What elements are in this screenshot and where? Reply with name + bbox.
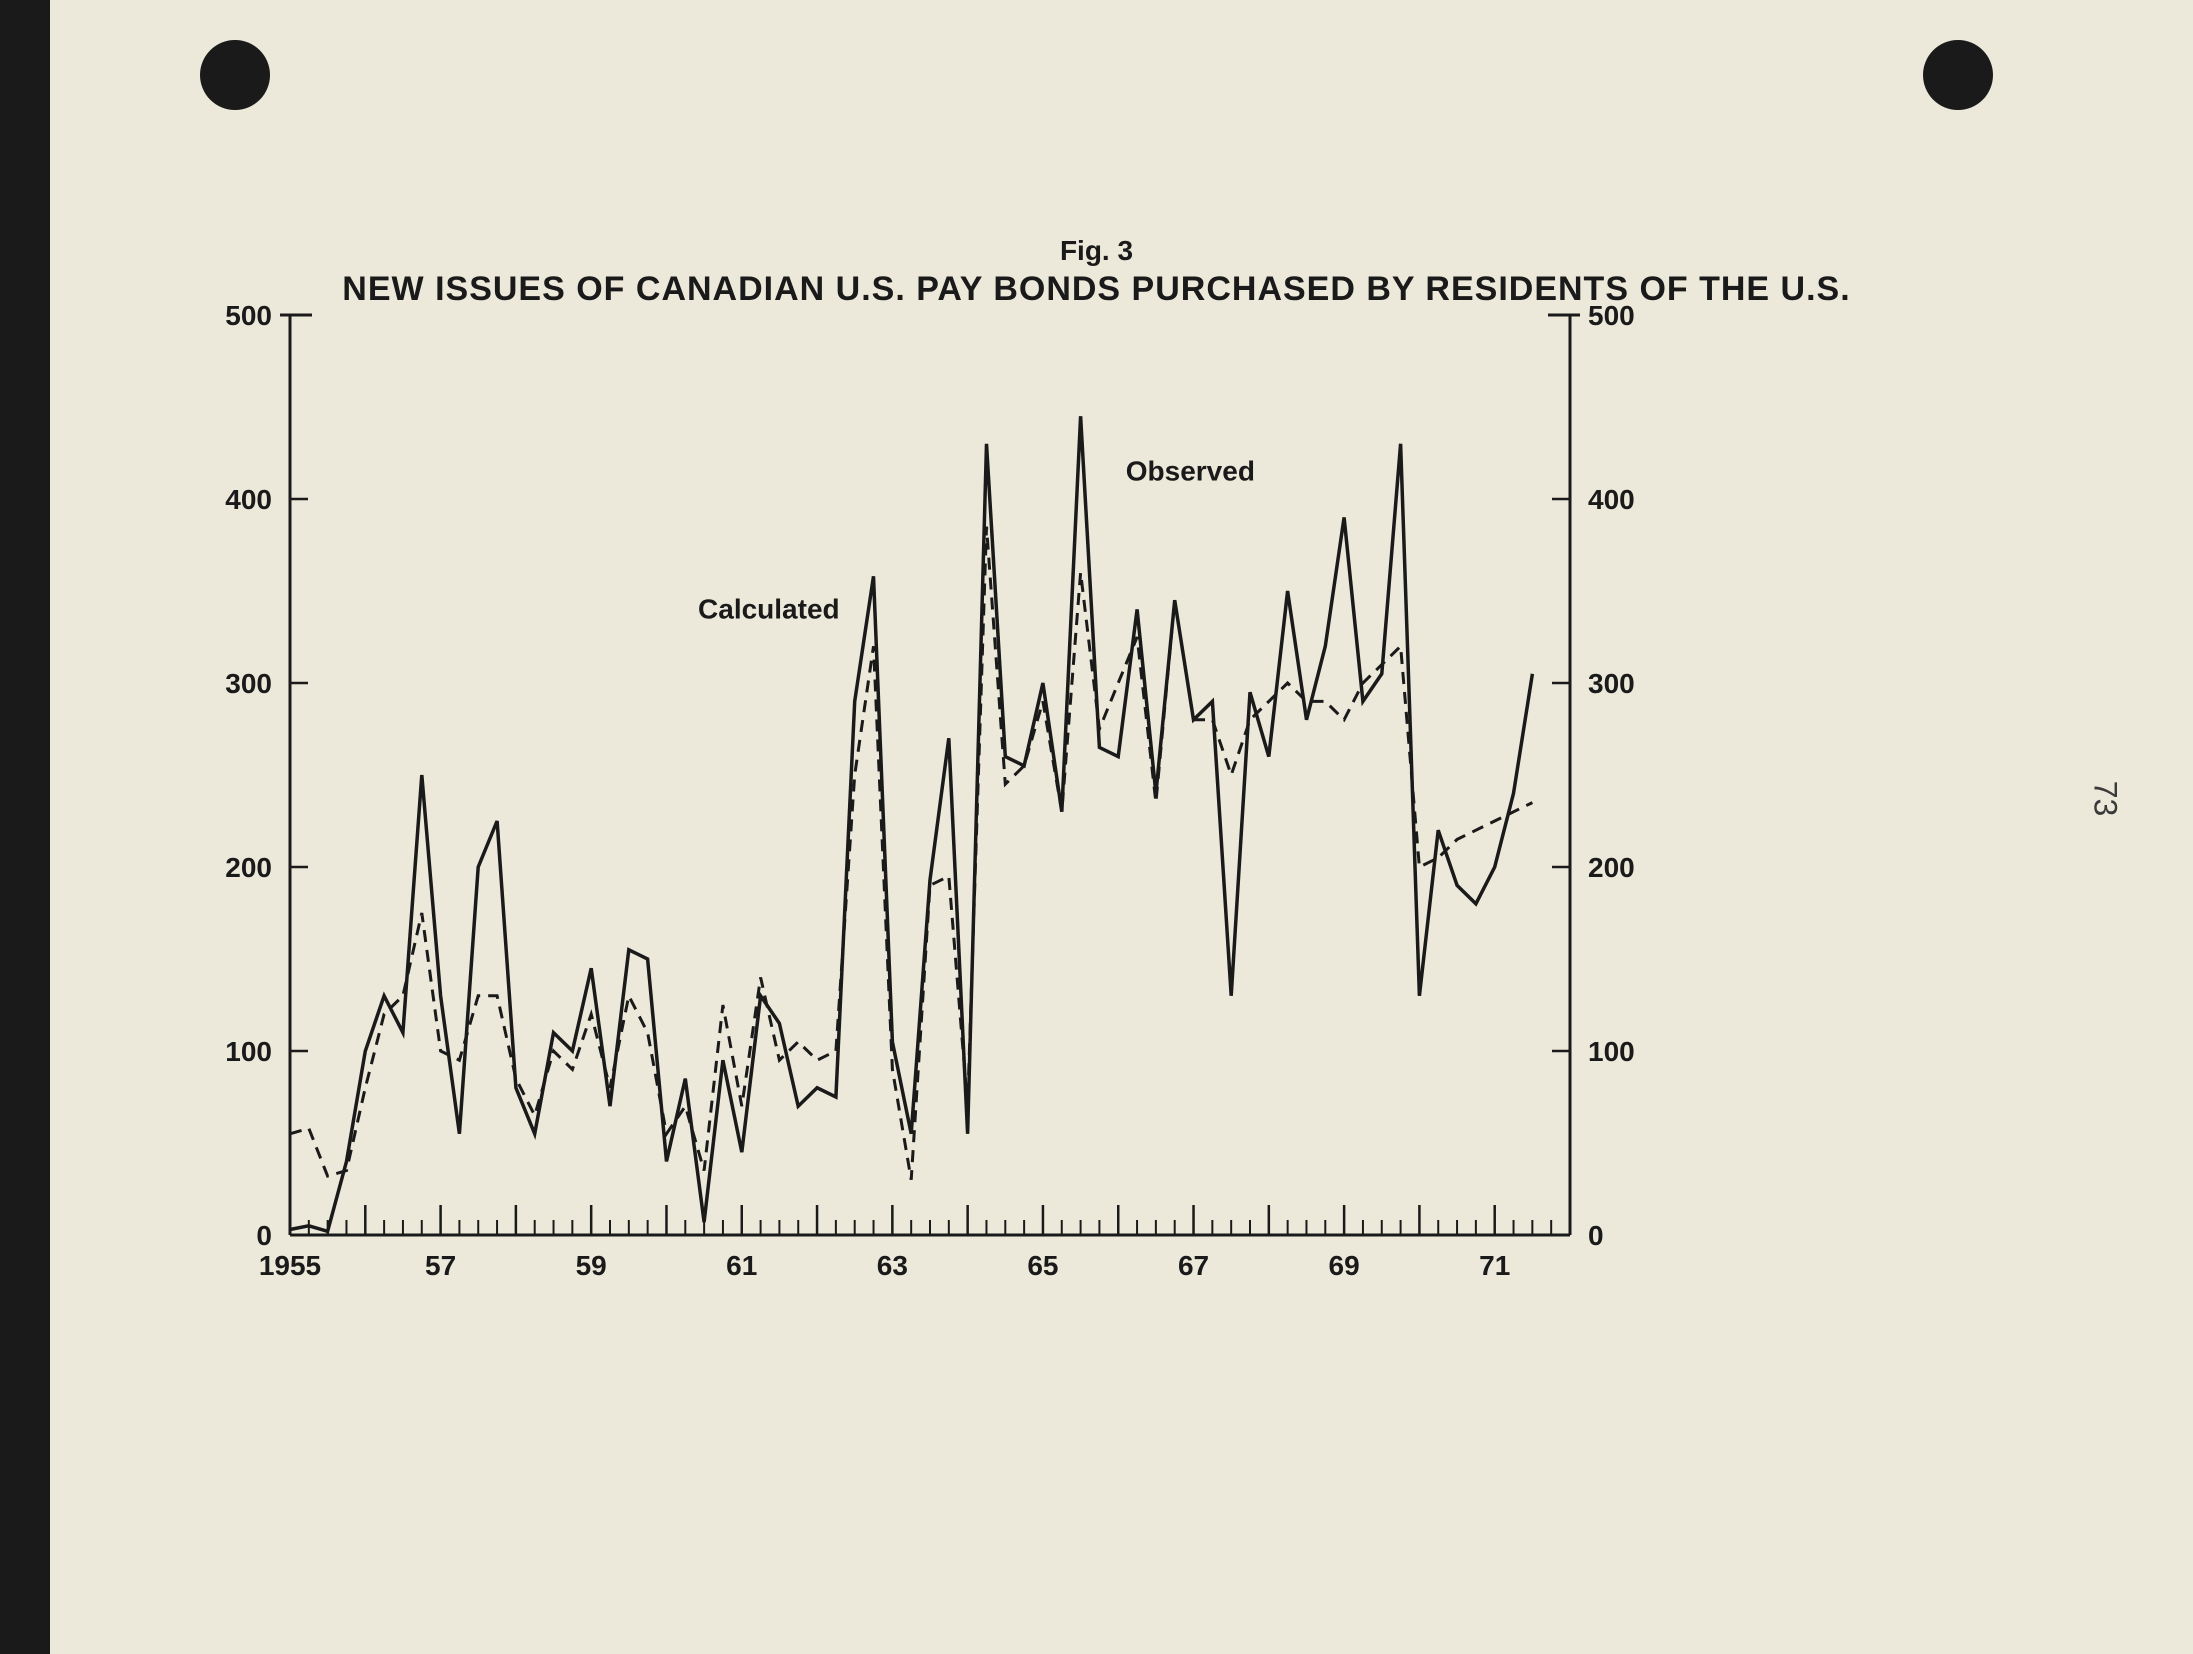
y-tick-label: 300 — [1588, 668, 1635, 699]
series-calculated — [290, 527, 1532, 1180]
y-tick-label: 400 — [1588, 484, 1635, 515]
x-tick-label: 63 — [877, 1250, 908, 1281]
y-tick-label: 100 — [225, 1036, 272, 1067]
x-tick-label: 61 — [726, 1250, 757, 1281]
x-tick-label: 65 — [1027, 1250, 1058, 1281]
y-tick-label: 300 — [225, 668, 272, 699]
scanned-page: Fig. 3 NEW ISSUES OF CANADIAN U.S. PAY B… — [0, 0, 2193, 1654]
line-chart: 0 0 100 100 200 200 300 300 400 400 500 500 1955 57 59… — [0, 0, 2193, 1654]
y-tick-label: 100 — [1588, 1036, 1635, 1067]
y-tick-label: 500 — [1588, 300, 1635, 331]
y-tick-label: 0 — [1588, 1220, 1604, 1251]
x-tick-label: 67 — [1178, 1250, 1209, 1281]
y-tick-label: 200 — [225, 852, 272, 883]
y-tick-label: 200 — [1588, 852, 1635, 883]
x-tick-label: 69 — [1329, 1250, 1360, 1281]
x-tick-label: 1955 — [259, 1250, 321, 1281]
annotation-observed: Observed — [1126, 456, 1255, 487]
series-observed — [290, 416, 1532, 1231]
y-tick-label: 500 — [225, 300, 272, 331]
x-tick-label: 71 — [1479, 1250, 1510, 1281]
x-tick-label: 59 — [576, 1250, 607, 1281]
x-tick-label: 57 — [425, 1250, 456, 1281]
y-tick-label: 0 — [256, 1220, 272, 1251]
annotation-calculated: Calculated — [698, 594, 840, 625]
y-tick-label: 400 — [225, 484, 272, 515]
